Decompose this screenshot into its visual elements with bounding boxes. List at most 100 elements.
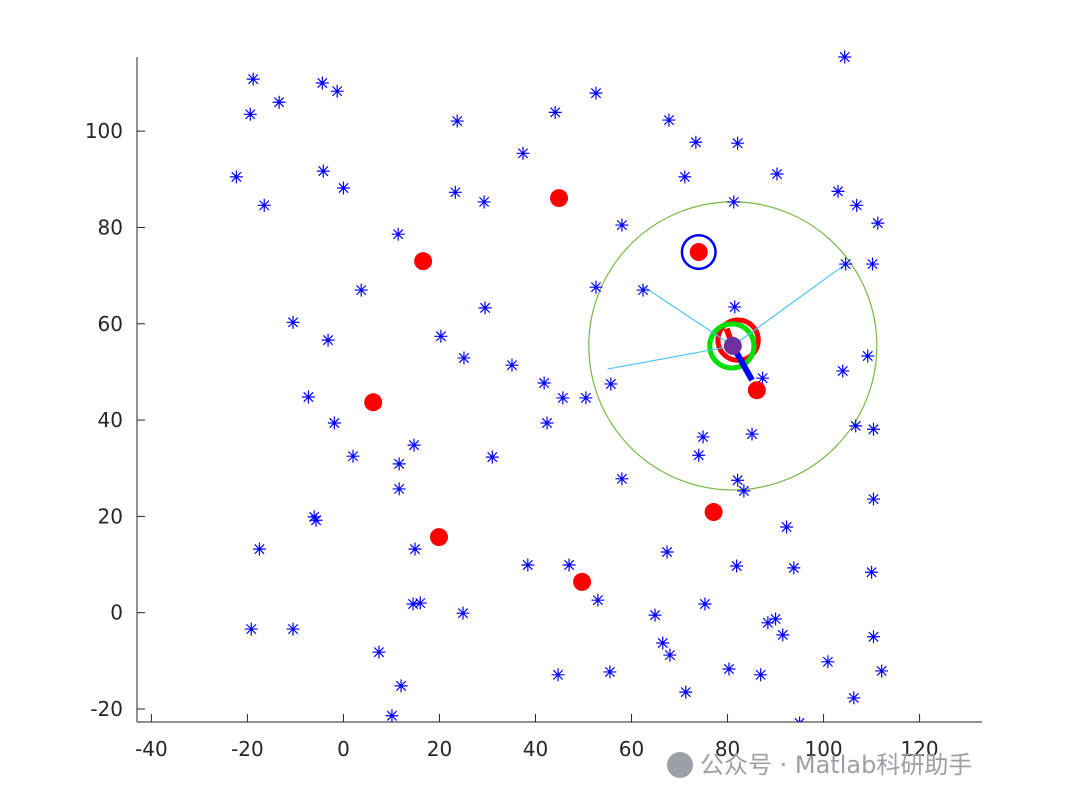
asterisk-point xyxy=(562,558,576,572)
asterisk-point xyxy=(745,427,759,441)
asterisk-point xyxy=(391,227,405,241)
link-line xyxy=(732,263,847,347)
asterisk-point xyxy=(272,95,286,109)
x-tick-label: 60 xyxy=(619,737,644,761)
dot-point xyxy=(573,572,592,591)
asterisk-point xyxy=(457,351,471,365)
dot-point xyxy=(723,336,742,355)
asterisk-point xyxy=(865,565,879,579)
asterisk-point xyxy=(689,135,703,149)
asterisk-point xyxy=(692,448,706,462)
asterisk-point xyxy=(836,364,850,378)
asterisk-point xyxy=(301,390,315,404)
asterisk-point xyxy=(787,561,801,575)
dot-point xyxy=(704,503,723,522)
asterisk-point xyxy=(770,167,784,181)
x-tick-label: 80 xyxy=(715,737,740,761)
asterisk-point xyxy=(286,622,300,636)
asterisk-point xyxy=(434,329,448,343)
asterisk-point xyxy=(392,457,406,471)
asterisk-point xyxy=(662,113,676,127)
asterisk-point xyxy=(307,510,321,524)
x-tick-label: -20 xyxy=(231,737,264,761)
asterisk-point xyxy=(866,422,880,436)
asterisk-point xyxy=(244,622,258,636)
marks xyxy=(229,50,889,722)
link-line xyxy=(607,345,733,370)
asterisk-point xyxy=(346,449,360,463)
asterisk-point xyxy=(737,484,751,498)
dot-point xyxy=(747,381,766,400)
asterisk-point xyxy=(730,559,744,573)
asterisk-point xyxy=(698,597,712,611)
asterisk-point xyxy=(246,72,260,86)
asterisk-point xyxy=(838,50,852,64)
asterisk-point xyxy=(257,198,271,212)
asterisk-point xyxy=(648,608,662,622)
asterisk-point xyxy=(407,438,421,452)
asterisk-point xyxy=(850,198,864,212)
asterisk-point xyxy=(540,416,554,430)
asterisk-point xyxy=(604,377,618,391)
asterisk-point xyxy=(309,513,323,527)
asterisk-point xyxy=(660,545,674,559)
asterisk-point xyxy=(450,114,464,128)
asterisk-point xyxy=(871,216,885,230)
asterisk-point xyxy=(485,450,499,464)
asterisk-point xyxy=(731,136,745,150)
asterisk-point xyxy=(579,391,593,405)
asterisk-point xyxy=(477,195,491,209)
asterisk-point xyxy=(731,473,745,487)
range-circle xyxy=(707,321,757,371)
asterisk-point xyxy=(866,257,880,271)
y-tick-label: 80 xyxy=(98,215,123,239)
asterisk-point xyxy=(252,542,266,556)
asterisk-point xyxy=(316,164,330,178)
y-tick-label: 0 xyxy=(110,601,123,625)
asterisk-point xyxy=(761,616,775,630)
y-tick-label: 100 xyxy=(85,119,123,143)
watermark-text: 公众号 · Matlab科研助手 xyxy=(700,751,972,779)
asterisk-point xyxy=(229,170,243,184)
asterisk-point xyxy=(656,636,670,650)
asterisk-point xyxy=(330,84,344,98)
asterisk-point xyxy=(663,648,677,662)
asterisk-point xyxy=(866,630,880,644)
plot-area: -40 -20 0 20 40 60 80 100 120 -20 0 20 40 60 80 100 xyxy=(85,50,982,761)
asterisk-point xyxy=(392,482,406,496)
asterisk-point xyxy=(821,655,835,669)
x-tick-label: 0 xyxy=(337,737,350,761)
asterisk-point xyxy=(756,371,770,385)
watermark: 公众号 · Matlab科研助手 xyxy=(667,751,972,779)
asterisk-point xyxy=(408,542,422,556)
asterisk-point xyxy=(722,662,736,676)
asterisk-point xyxy=(456,606,470,620)
dot-point xyxy=(364,393,383,412)
asterisk-point xyxy=(678,170,692,184)
asterisk-point xyxy=(354,283,368,297)
asterisk-point xyxy=(394,679,408,693)
asterisk-point xyxy=(728,300,742,314)
asterisk-point xyxy=(385,709,399,722)
asterisk-point xyxy=(372,645,386,659)
asterisk-point xyxy=(696,430,710,444)
asterisk-point xyxy=(615,218,629,232)
asterisk-point xyxy=(516,146,530,160)
asterisk-point xyxy=(505,358,519,372)
watermark-icon xyxy=(667,752,693,778)
asterisk-point xyxy=(327,416,341,430)
asterisk-point xyxy=(679,685,693,699)
y-tick-label: 20 xyxy=(98,504,123,528)
x-tick-label: -40 xyxy=(135,737,168,761)
asterisk-point xyxy=(866,492,880,506)
asterisk-point xyxy=(406,597,420,611)
asterisk-point xyxy=(315,76,329,90)
asterisk-point xyxy=(794,716,805,722)
asterisk-point xyxy=(861,349,875,363)
asterisk-point xyxy=(537,376,551,390)
asterisk-point xyxy=(589,280,603,294)
x-tick-label: 100 xyxy=(804,737,842,761)
x-tick-label: 120 xyxy=(900,737,938,761)
asterisk-point xyxy=(769,612,783,626)
